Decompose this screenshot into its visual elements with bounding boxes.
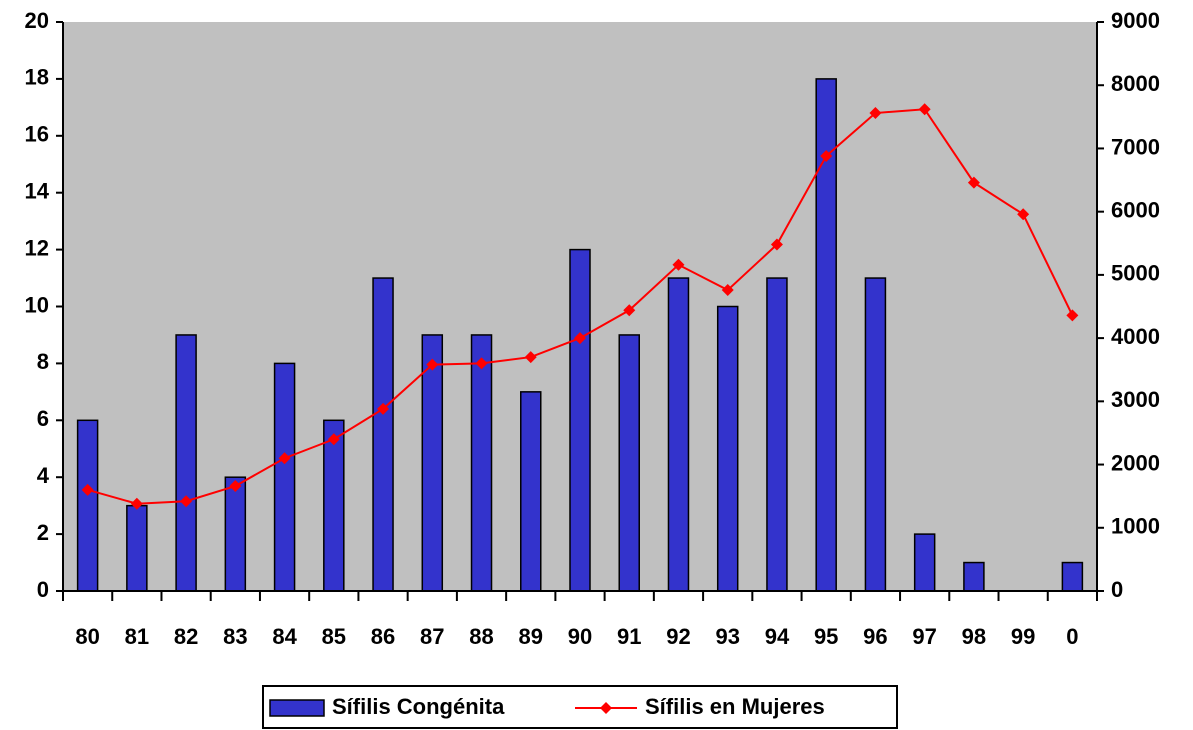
- x-tick-label: 93: [715, 624, 739, 649]
- x-tick-label: 82: [174, 624, 198, 649]
- bar: [273, 362, 296, 592]
- x-tick-label: 83: [223, 624, 247, 649]
- y2-tick-label: 1000: [1111, 514, 1160, 539]
- bar: [470, 334, 493, 592]
- legend-label: Sífilis Congénita: [332, 694, 505, 719]
- y2-tick-label: 0: [1111, 577, 1123, 602]
- bar: [766, 277, 788, 592]
- x-tick-label: 98: [962, 624, 986, 649]
- y-tick-label: 10: [25, 292, 49, 317]
- x-tick-label: 84: [272, 624, 297, 649]
- marker: [672, 258, 685, 271]
- x-tick-label: 80: [75, 624, 99, 649]
- marker: [180, 495, 193, 508]
- y2-tick-label: 4000: [1111, 324, 1160, 349]
- bar: [667, 277, 690, 592]
- bar: [520, 391, 542, 592]
- x-tick-label: 92: [666, 624, 690, 649]
- legend-label: Sífilis en Mujeres: [645, 694, 825, 719]
- marker: [524, 351, 537, 364]
- marker: [1017, 208, 1030, 221]
- marker: [1066, 309, 1079, 322]
- bar: [963, 561, 985, 592]
- marker: [475, 357, 488, 370]
- bar: [1061, 561, 1084, 592]
- bar: [76, 419, 99, 592]
- y2-tick-label: 3000: [1111, 387, 1160, 412]
- y2-tick-label: 7000: [1111, 134, 1160, 159]
- bar: [569, 248, 591, 592]
- y2-tick-label: 5000: [1111, 261, 1160, 286]
- marker: [721, 284, 734, 297]
- bar: [224, 476, 247, 592]
- bar: [716, 305, 739, 592]
- marker: [130, 497, 143, 510]
- bar: [372, 277, 394, 592]
- marker: [967, 176, 980, 189]
- y-tick-label: 8: [37, 349, 49, 374]
- y2-tick-label: 8000: [1111, 71, 1160, 96]
- legend-marker: [600, 702, 612, 714]
- legend: [262, 685, 898, 729]
- y-tick-label: 18: [25, 65, 49, 90]
- bar: [618, 334, 640, 592]
- marker: [327, 433, 340, 446]
- x-tick-label: 96: [863, 624, 887, 649]
- x-tick-label: 91: [617, 624, 641, 649]
- x-tick-label: 94: [765, 624, 790, 649]
- marker: [918, 103, 931, 116]
- y-tick-label: 0: [37, 577, 49, 602]
- x-tick-label: 97: [912, 624, 936, 649]
- y-tick-label: 20: [25, 8, 49, 33]
- marker: [623, 304, 636, 317]
- marker: [426, 358, 439, 371]
- y-tick-label: 6: [37, 406, 49, 431]
- x-tick-label: 88: [469, 624, 493, 649]
- marker: [377, 402, 390, 415]
- x-tick-label: 81: [125, 624, 149, 649]
- x-tick-label: 95: [814, 624, 838, 649]
- x-tick-label: 0: [1066, 624, 1078, 649]
- x-tick-label: 87: [420, 624, 444, 649]
- marker: [81, 483, 94, 496]
- bar: [126, 504, 148, 592]
- y-tick-label: 12: [25, 235, 49, 260]
- bar: [913, 533, 936, 592]
- y2-tick-label: 6000: [1111, 197, 1160, 222]
- x-tick-label: 86: [371, 624, 395, 649]
- marker: [278, 452, 291, 465]
- x-tick-label: 99: [1011, 624, 1035, 649]
- marker: [229, 480, 242, 493]
- bar: [864, 277, 887, 592]
- y-tick-label: 4: [37, 463, 50, 488]
- legend-swatch: [269, 699, 325, 717]
- marker: [770, 238, 783, 251]
- y2-tick-label: 9000: [1111, 8, 1160, 33]
- x-tick-label: 89: [519, 624, 543, 649]
- bar: [323, 419, 345, 592]
- y-tick-label: 14: [25, 179, 50, 204]
- x-tick-label: 85: [322, 624, 346, 649]
- marker: [820, 150, 833, 163]
- x-tick-label: 90: [568, 624, 592, 649]
- y2-tick-label: 2000: [1111, 450, 1160, 475]
- bar: [421, 334, 444, 592]
- y-tick-label: 16: [25, 122, 49, 147]
- bar: [175, 334, 197, 592]
- marker: [869, 107, 882, 120]
- marker: [574, 332, 586, 345]
- y-tick-label: 2: [37, 520, 49, 545]
